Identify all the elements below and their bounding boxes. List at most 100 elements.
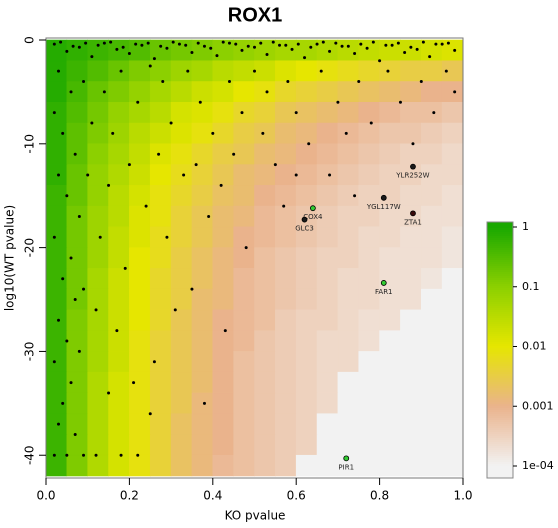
colorbar-strip (487, 450, 513, 453)
scatter-point (177, 42, 181, 46)
scatter-point (434, 42, 438, 46)
heatmap-cell (337, 371, 360, 394)
scatter-point (432, 111, 436, 115)
scatter-point (334, 41, 338, 45)
gene-point (343, 455, 350, 462)
heatmap-cell (254, 164, 276, 186)
heatmap-cell (254, 122, 276, 145)
heatmap-cell (191, 288, 214, 311)
scatter-point (165, 46, 169, 50)
colorbar-strip (487, 344, 513, 347)
heatmap-cell (233, 226, 255, 248)
x-tick-label: 0.6 (287, 489, 306, 503)
scatter-point (207, 214, 211, 218)
heatmap-cell (87, 143, 109, 165)
scatter-point (165, 235, 169, 239)
heatmap-cell (170, 288, 193, 311)
scatter-point (371, 40, 375, 44)
heatmap-cell (441, 309, 464, 331)
heatmap-cell (108, 309, 130, 331)
heatmap-cell (275, 434, 297, 456)
heatmap-cell (212, 185, 234, 207)
heatmap-cell (170, 268, 193, 290)
heatmap-cell (170, 392, 193, 415)
heatmap-cell (358, 309, 380, 331)
heatmap-cell (87, 309, 109, 331)
heatmap-cell (170, 205, 193, 228)
scatter-point (223, 329, 227, 333)
colorbar-strip (487, 394, 513, 397)
scatter-point (446, 41, 450, 45)
heatmap-cell (212, 288, 234, 311)
scatter-point (246, 44, 250, 48)
colorbar-strip (487, 424, 513, 427)
scatter-point (71, 44, 75, 48)
scatter-point (65, 453, 69, 457)
colorbar-strip (487, 256, 513, 259)
colorbar-strip (487, 330, 513, 333)
heatmap-cell (170, 351, 193, 373)
heatmap-cell (66, 164, 88, 186)
scatter-point (73, 298, 77, 302)
heatmap-cell (337, 122, 360, 145)
scatter-point (59, 40, 63, 44)
colorbar-strip (487, 286, 513, 289)
heatmap-cell (441, 288, 464, 311)
heatmap-cell (87, 205, 109, 228)
scatter-point (152, 360, 156, 364)
gene-label: COX4 (303, 213, 323, 221)
heatmap-cell (66, 309, 88, 331)
colorbar-strip (487, 436, 513, 439)
scatter-point (77, 349, 81, 353)
heatmap-cell (149, 454, 172, 477)
scatter-point (136, 453, 140, 457)
colorbar-strip (487, 278, 513, 281)
scatter-point (253, 69, 256, 73)
heatmap-cell (379, 247, 401, 269)
heatmap-cell (254, 454, 276, 477)
heatmap-cell (316, 226, 339, 248)
colorbar-strip (487, 276, 513, 279)
colorbar-strip (487, 446, 513, 449)
scatter-point (73, 152, 77, 156)
colorbar-strip (487, 440, 513, 443)
heatmap-cell (275, 143, 297, 165)
colorbar-strip (487, 432, 513, 435)
scatter-point (182, 173, 186, 177)
y-tick-label: -20 (23, 238, 37, 258)
heatmap-cell (45, 330, 68, 352)
heatmap-cell (149, 122, 172, 145)
heatmap-cell (379, 434, 401, 456)
heatmap-cell (358, 371, 380, 394)
colorbar-tick-label: 0.1 (522, 280, 540, 293)
heatmap-cell (191, 434, 214, 456)
scatter-point (286, 80, 290, 84)
gene-label: ZTA1 (404, 218, 422, 226)
colorbar-strip (487, 246, 513, 249)
x-tick-label: 0.8 (370, 489, 389, 503)
colorbar-strip (487, 420, 513, 423)
heatmap-cell (108, 288, 130, 311)
heatmap-cell (149, 309, 172, 331)
heatmap-cell (441, 226, 464, 248)
colorbar-strip (487, 258, 513, 261)
scatter-point (115, 329, 119, 333)
colorbar-strip (487, 414, 513, 417)
heatmap-cell (149, 413, 172, 435)
heatmap-cell (233, 122, 255, 145)
scatter-point (73, 432, 77, 436)
heatmap-cell (275, 81, 297, 103)
scatter-point (398, 100, 402, 104)
scatter-point (157, 152, 161, 156)
heatmap-cell (358, 81, 380, 103)
colorbar-strip (487, 382, 513, 385)
heatmap-cell (379, 454, 401, 477)
scatter-point (369, 121, 373, 125)
gene-label: YGL117W (366, 203, 401, 211)
colorbar-strip (487, 326, 513, 329)
x-tick-label: 0.2 (120, 489, 139, 503)
heatmap-cell (170, 164, 193, 186)
colorbar-strip (487, 266, 513, 269)
heatmap-cell (129, 122, 151, 145)
